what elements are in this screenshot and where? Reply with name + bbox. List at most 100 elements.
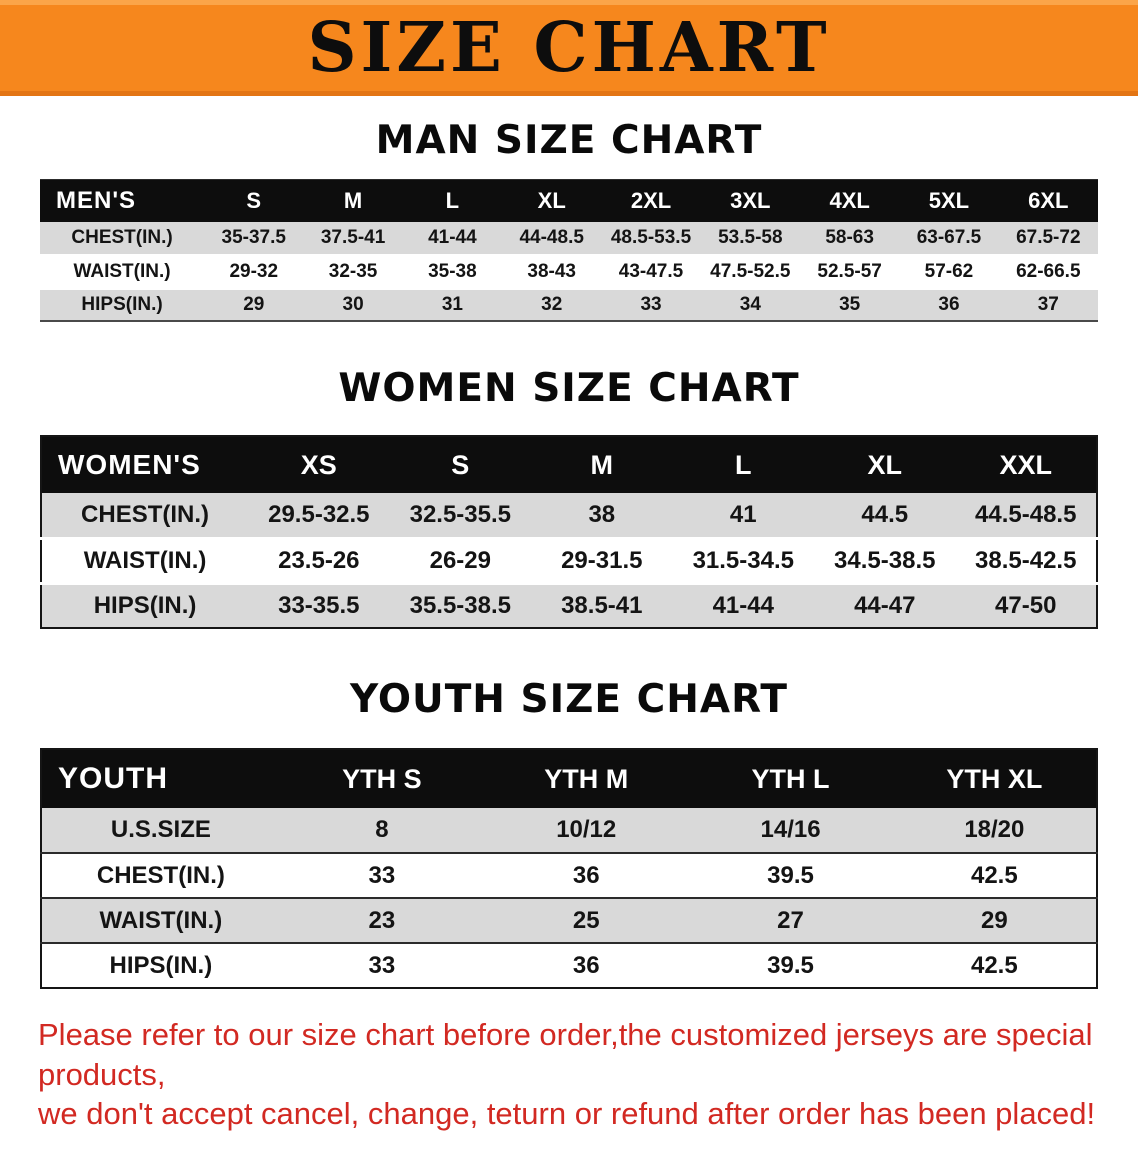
table-row: U.S.SIZE 8 10/12 14/16 18/20 [41,808,1097,854]
size-cell: 62-66.5 [998,255,1098,290]
footer-line1: Please refer to our size chart before or… [38,1017,1093,1092]
size-cell: 35-38 [402,255,503,290]
size-cell: 67.5-72 [998,222,1098,257]
youth-size-section: YOUTH SIZE CHART YOUTH YTH S YTH M YTH L YTH… [0,677,1138,989]
size-column-header: YTH S [279,749,485,808]
table-row: HIPS(IN.) 33-35.5 35.5-38.5 38.5-41 41-44 44-… [41,583,1097,628]
size-column-header: L [402,179,503,222]
row-label: U.S.SIZE [41,808,280,854]
size-cell: 37 [1037,293,1059,315]
table-row: CHEST(IN.) 29.5-32.5 32.5-35.5 38 41 44.5 44.5… [41,493,1097,540]
row-label: HIPS(IN.) [109,951,213,979]
header-row: MEN'S S M L XL 2XL 3XL 4XL 5XL 6XL [40,179,1098,222]
row-label: CHEST(IN.) [41,853,280,899]
size-cell: 36 [938,293,960,315]
size-cell: 29 [892,898,1097,944]
size-cell: 41-44 [712,591,774,619]
size-cell: 41-44 [402,222,503,257]
size-cell: 33-35.5 [278,591,360,619]
size-column-header: XS [248,436,390,493]
women-size-heading: WOMEN SIZE CHART [338,366,800,411]
header-row: WOMEN'S XS S M L XL XXL [41,436,1097,493]
size-column-header: XL [502,179,602,222]
size-column-header: YTH XL [892,749,1097,808]
size-cell: 29.5-32.5 [248,493,390,540]
women-size-table: WOMEN'S XS S M L XL XXL CHEST(IN.) 29.5-32.5 32.5… [40,435,1098,629]
size-cell: 30 [342,293,364,315]
size-cell: 32.5-35.5 [389,493,532,540]
size-column-header: M [303,179,403,222]
size-cell: 31.5-34.5 [672,538,815,585]
row-label: WAIST(IN.) [40,255,205,290]
table-row: WAIST(IN.) 23.5-26 26-29 29-31.5 31.5-34.5 34… [41,538,1097,585]
size-cell: 35-37.5 [204,222,304,257]
size-column-header: S [389,436,532,493]
size-cell: 38 [531,493,673,540]
row-label: WAIST(IN.) [41,898,280,944]
size-cell: 47-50 [995,591,1057,619]
size-cell: 44.5 [814,493,956,540]
youth-size-heading: YOUTH SIZE CHART [350,677,788,722]
size-cell: 36 [572,951,600,979]
size-cell: 25 [484,898,689,944]
table-title-cell: MEN'S [40,179,205,222]
size-cell: 52.5-57 [799,255,900,290]
size-cell: 23 [279,898,485,944]
size-cell: 63-67.5 [899,222,999,257]
size-cell: 37.5-41 [303,222,403,257]
size-column-header: YTH M [484,749,689,808]
size-cell: 41 [672,493,815,540]
man-size-heading: MAN SIZE CHART [375,118,763,163]
size-cell: 44.5-48.5 [955,493,1097,540]
size-cell: 44-48.5 [502,222,602,257]
size-column-header: XXL [955,436,1097,493]
size-cell: 29-31.5 [531,538,673,585]
size-cell: 14/16 [688,808,893,854]
table-title-cell: YOUTH [41,749,280,808]
size-cell: 29-32 [204,255,304,290]
size-cell: 35.5-38.5 [409,591,512,619]
size-cell: 8 [279,808,485,854]
table-row: HIPS(IN.) 33 36 39.5 42.5 [41,943,1097,988]
size-cell: 33 [279,853,485,899]
row-label: CHEST(IN.) [41,493,249,540]
size-chart-banner: SIZE CHART [0,0,1138,96]
size-cell: 18/20 [892,808,1097,854]
size-cell: 53.5-58 [700,222,800,257]
size-column-header: 5XL [899,179,999,222]
size-cell: 32 [541,293,563,315]
table-row: WAIST(IN.) 23 25 27 29 [41,898,1097,944]
size-cell: 33 [640,293,662,315]
size-cell: 38-43 [502,255,602,290]
size-cell: 39.5 [767,951,814,979]
size-cell: 48.5-53.5 [601,222,701,257]
size-cell: 35 [839,293,861,315]
size-column-header: S [204,179,304,222]
table-row: CHEST(IN.) 35-37.5 37.5-41 41-44 44-48.5 48.5… [40,222,1098,257]
size-cell: 38.5-41 [561,591,643,619]
size-cell: 23.5-26 [248,538,390,585]
size-cell: 57-62 [899,255,999,290]
size-cell: 58-63 [799,222,900,257]
size-cell: 32-35 [303,255,403,290]
banner-title: SIZE CHART [307,8,831,88]
header-row: YOUTH YTH S YTH M YTH L YTH XL [41,749,1097,808]
size-cell: 26-29 [389,538,532,585]
size-cell: 29 [243,293,265,315]
table-title-cell: WOMEN'S [41,436,249,493]
size-column-header: L [672,436,815,493]
size-cell: 39.5 [688,853,893,899]
size-cell: 42.5 [892,853,1097,899]
size-column-header: YTH L [688,749,893,808]
size-column-header: 4XL [799,179,900,222]
size-cell: 34.5-38.5 [814,538,956,585]
size-cell: 47.5-52.5 [700,255,800,290]
footer-line2: we don't accept cancel, change, teturn o… [38,1096,1096,1132]
size-column-header: 2XL [601,179,701,222]
size-cell: 36 [484,853,689,899]
size-cell: 34 [739,293,761,315]
size-cell: 33 [368,951,396,979]
table-row: CHEST(IN.) 33 36 39.5 42.5 [41,853,1097,899]
men-size-table: MEN'S S M L XL 2XL 3XL 4XL 5XL 6XL CHEST(IN.) 35-37… [40,179,1098,322]
